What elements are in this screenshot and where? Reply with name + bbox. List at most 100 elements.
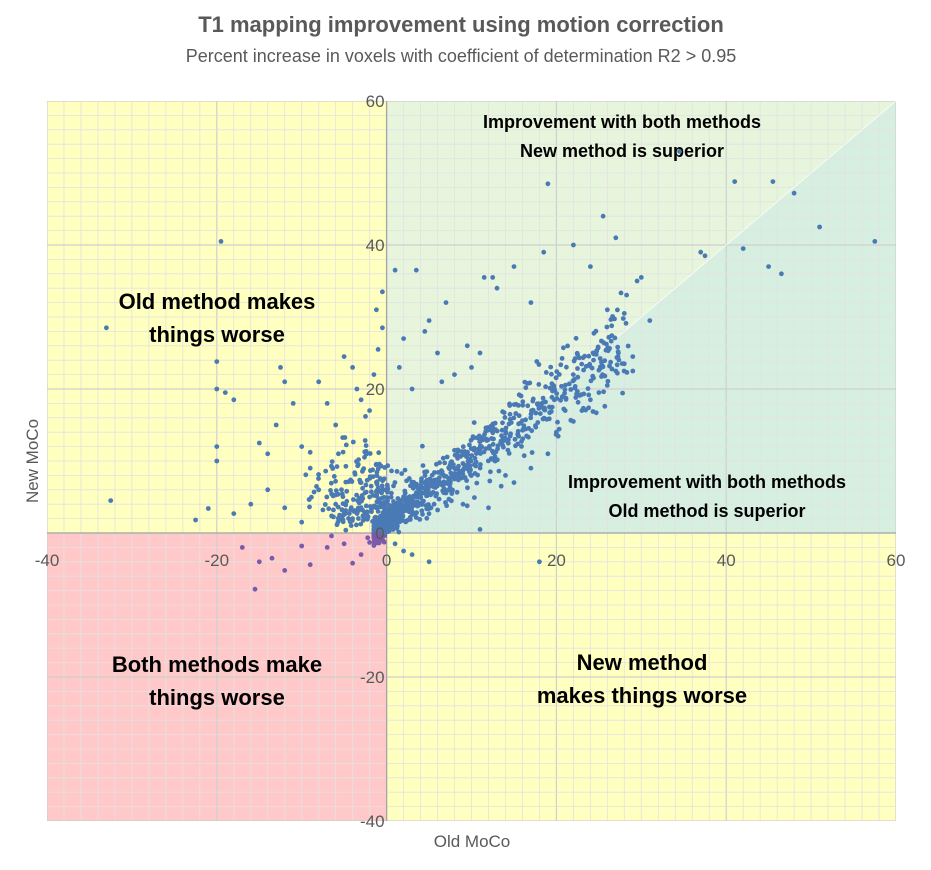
- data-point: [420, 463, 426, 468]
- data-point: [521, 453, 527, 459]
- y-tick-label: 60: [366, 92, 385, 111]
- data-point: [566, 381, 572, 387]
- data-point: [418, 494, 423, 499]
- data-point: [299, 543, 305, 549]
- x-tick-label: 20: [547, 551, 566, 570]
- data-point: [549, 381, 555, 387]
- data-point: [589, 365, 595, 371]
- data-point: [536, 406, 542, 411]
- data-point: [600, 213, 606, 219]
- data-point: [443, 300, 449, 305]
- data-point: [546, 416, 552, 422]
- data-point: [473, 459, 479, 465]
- data-point: [602, 403, 608, 409]
- data-point: [390, 527, 396, 532]
- data-point: [581, 405, 586, 411]
- data-point: [362, 510, 368, 516]
- data-point: [351, 497, 356, 502]
- data-point: [614, 362, 620, 368]
- data-point: [326, 506, 332, 512]
- data-point: [548, 364, 554, 370]
- data-point: [530, 398, 536, 404]
- data-point: [307, 465, 313, 471]
- data-point: [732, 179, 738, 185]
- data-point: [634, 278, 640, 284]
- data-point: [740, 246, 746, 252]
- data-point: [471, 420, 477, 425]
- data-point: [677, 149, 682, 154]
- label-old-superior-line1: Improvement with both methods: [568, 472, 846, 492]
- x-tick-label: -20: [205, 551, 230, 570]
- data-point: [329, 459, 335, 464]
- data-point: [282, 568, 288, 573]
- data-point: [361, 466, 367, 471]
- data-point: [401, 548, 406, 554]
- data-point: [363, 443, 369, 448]
- data-point: [340, 449, 346, 455]
- data-point: [478, 462, 483, 467]
- data-point: [547, 404, 552, 410]
- data-point: [468, 437, 474, 443]
- data-point: [394, 469, 400, 474]
- data-point: [399, 471, 405, 476]
- data-point: [231, 511, 237, 516]
- data-point: [603, 347, 609, 353]
- data-point: [426, 559, 432, 565]
- data-point: [343, 527, 349, 533]
- data-point: [341, 541, 347, 547]
- data-point: [363, 489, 369, 495]
- data-point: [214, 386, 220, 392]
- data-point: [520, 418, 525, 423]
- data-point: [442, 460, 448, 466]
- data-point: [511, 415, 517, 421]
- data-point: [307, 449, 313, 455]
- data-point: [543, 399, 548, 405]
- data-point: [478, 451, 483, 456]
- data-point: [358, 521, 364, 527]
- data-point: [561, 406, 567, 412]
- data-point: [248, 501, 254, 507]
- data-point: [474, 480, 480, 486]
- data-point: [624, 292, 629, 298]
- data-point: [625, 343, 631, 349]
- data-point: [340, 435, 346, 440]
- data-point: [307, 504, 312, 510]
- data-point: [396, 365, 402, 370]
- data-point: [483, 436, 489, 442]
- data-point: [600, 372, 605, 378]
- data-point: [282, 379, 288, 385]
- data-point: [612, 316, 617, 322]
- label-old-worse-line1: Old method makes: [119, 289, 316, 314]
- data-point: [432, 470, 437, 475]
- data-point: [572, 377, 577, 382]
- data-point: [444, 454, 450, 460]
- data-point: [273, 422, 279, 428]
- data-point: [555, 419, 560, 425]
- data-point: [417, 517, 423, 522]
- data-point: [256, 440, 262, 446]
- data-point: [581, 391, 587, 397]
- data-point: [494, 285, 500, 291]
- data-point: [434, 461, 439, 467]
- data-point: [343, 463, 349, 469]
- data-point: [376, 450, 382, 456]
- data-point: [370, 519, 375, 524]
- data-point: [558, 397, 563, 403]
- data-point: [537, 411, 543, 416]
- data-point: [343, 508, 349, 513]
- data-point: [328, 488, 333, 493]
- data-point: [435, 350, 440, 356]
- data-point: [455, 447, 461, 453]
- data-point: [222, 390, 228, 395]
- data-point: [489, 436, 494, 441]
- data-point: [374, 519, 379, 525]
- data-point: [409, 479, 415, 485]
- data-point: [488, 469, 493, 475]
- data-point: [357, 480, 363, 485]
- data-point: [403, 498, 408, 504]
- data-point: [329, 533, 334, 539]
- data-point: [595, 344, 601, 350]
- data-point: [512, 436, 518, 442]
- data-point: [615, 344, 621, 350]
